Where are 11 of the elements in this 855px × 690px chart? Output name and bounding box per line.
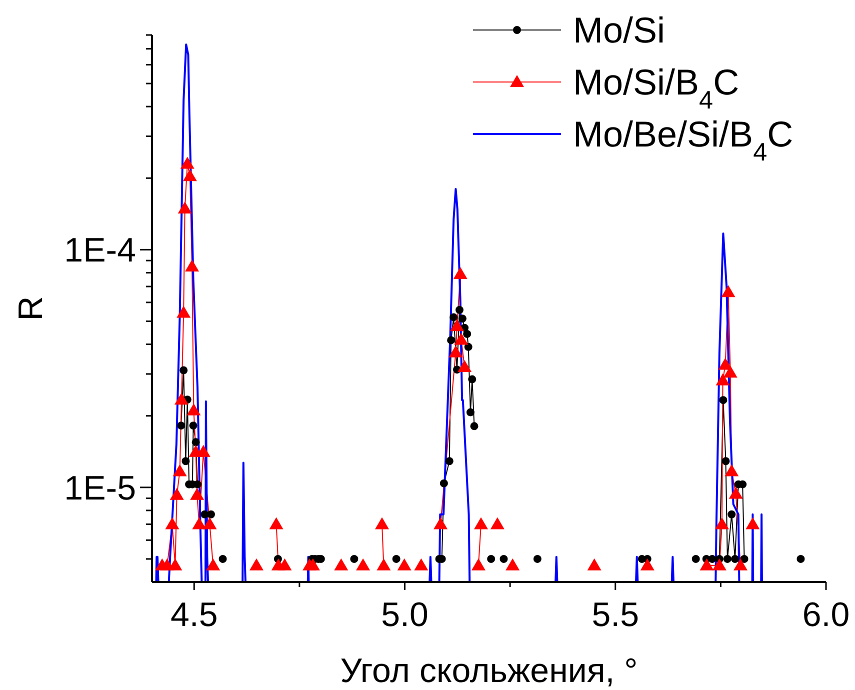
y-tick-label: 1E-4 bbox=[64, 232, 136, 270]
x-tick-label: 6.0 bbox=[802, 596, 850, 634]
x-tick-label: 4.5 bbox=[170, 596, 218, 634]
x-axis-title: Угол скольжения, ° bbox=[340, 652, 638, 690]
y-axis-title: R bbox=[12, 296, 50, 321]
legend-label: Mo/Si/B$_{4}$C bbox=[573, 62, 740, 115]
legend-label: Mo/Si bbox=[573, 10, 666, 51]
y-tick-label: 1E-5 bbox=[64, 469, 136, 508]
legend-label: Mo/Be/Si/B$_{4}$C bbox=[573, 114, 794, 167]
x-tick-label: 5.0 bbox=[381, 596, 428, 634]
x-tick-label: 5.5 bbox=[592, 596, 640, 634]
